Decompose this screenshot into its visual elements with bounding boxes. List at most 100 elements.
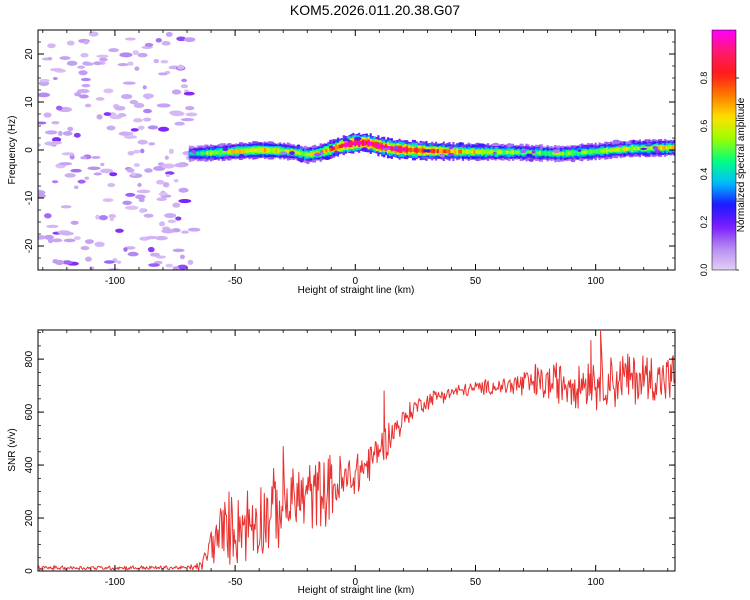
spectrogram-band-cell bbox=[631, 147, 634, 151]
spectrogram-noise-cell bbox=[60, 205, 72, 209]
spectrogram-band-cell bbox=[488, 150, 492, 154]
spectrogram-band-fringe bbox=[219, 143, 224, 147]
spectrogram-noise-cell bbox=[185, 106, 195, 111]
spectrogram-band-cell bbox=[317, 151, 320, 155]
spectrogram-band-cell bbox=[263, 148, 267, 153]
spectrogram-band-cell bbox=[448, 149, 451, 154]
spectrogram-noise-cell bbox=[153, 58, 159, 64]
spectrogram-band-cell bbox=[415, 148, 418, 153]
snr-y-ticks: 0 200 400 600 800 bbox=[24, 332, 675, 574]
spectrogram-band-cell bbox=[667, 146, 670, 150]
spectrogram-band-cell bbox=[473, 150, 476, 154]
spectrogram-band-cell bbox=[200, 151, 203, 155]
spectrogram-band-cell bbox=[367, 140, 370, 146]
snr-y-label: SNR (v/v) bbox=[7, 428, 18, 471]
spectrogram-band-cell bbox=[579, 150, 582, 155]
spectrogram-noise-cell bbox=[175, 216, 182, 221]
spectrogram-noise-cell bbox=[73, 185, 79, 190]
spectrogram-noise-cell bbox=[133, 102, 145, 109]
spectrogram-noise-cell bbox=[61, 260, 73, 265]
spectrogram-noise-cell bbox=[157, 126, 170, 132]
spectrogram-band-fringe bbox=[570, 159, 576, 163]
spectrogram-noise-cell bbox=[115, 228, 124, 233]
spectrogram-band-fringe bbox=[644, 153, 650, 157]
colorbar-tick-label: 0.6 bbox=[699, 120, 709, 133]
spectrogram-band-cell bbox=[413, 148, 417, 153]
spectrogram-noise-cell bbox=[165, 31, 173, 37]
spectrogram-band-fringe bbox=[334, 150, 339, 154]
colorbar-tick-label: 0.0 bbox=[699, 264, 709, 277]
spectrogram-band-cell bbox=[536, 151, 540, 155]
spectrogram-band-cell bbox=[371, 142, 374, 147]
spectrogram-band-cell bbox=[550, 151, 553, 156]
spectrogram-band-cell bbox=[471, 150, 474, 154]
spectrogram-band-cell bbox=[240, 149, 243, 154]
spectrogram-noise-cell bbox=[171, 89, 182, 95]
spectrogram-band-cell bbox=[588, 149, 592, 154]
spectrogram-band-cell bbox=[638, 146, 642, 150]
spectrogram-noise-cell bbox=[161, 163, 175, 169]
spectrogram-noise-cell bbox=[158, 221, 166, 227]
spectrogram-band-cell bbox=[234, 149, 238, 154]
spectrogram-band-cell bbox=[261, 148, 265, 153]
spectrogram-noise-cell bbox=[127, 151, 135, 156]
spectrogram-band-cell bbox=[190, 151, 193, 156]
spectrogram-band-fringe bbox=[364, 150, 372, 153]
spectrogram-band-cell bbox=[629, 147, 632, 151]
spectrogram-band-cell bbox=[208, 151, 211, 155]
spectrogram-noise-cell bbox=[134, 66, 140, 71]
spectrogram-band-cell bbox=[506, 150, 509, 155]
spectrogram-band-cell bbox=[375, 143, 378, 148]
spectrogram-noise-cell bbox=[47, 57, 52, 61]
spectrogram-noise-cell bbox=[122, 200, 132, 206]
spectrogram-band-cell bbox=[490, 150, 493, 154]
spectrogram-noise-cell bbox=[44, 130, 58, 135]
spectrogram-band-cell bbox=[648, 146, 651, 150]
spectrogram-band-cell bbox=[608, 148, 611, 152]
spectrogram-x-tick-label: 0 bbox=[353, 276, 359, 287]
spectrogram-band-cell bbox=[296, 151, 299, 155]
spectrogram-band-cell bbox=[575, 151, 578, 155]
spectrogram-band-cell bbox=[665, 146, 668, 150]
spectrogram-band-cell bbox=[500, 150, 503, 154]
spectrogram-band-cell bbox=[590, 150, 593, 154]
spectrogram-band-cell bbox=[283, 149, 286, 153]
spectrogram-band-cell bbox=[373, 142, 376, 147]
spectrogram-noise-cell bbox=[88, 31, 99, 37]
spectrogram-noise-cell bbox=[61, 152, 74, 156]
spectrogram-noise-cell bbox=[52, 76, 58, 81]
spectrogram-x-tick-label: -50 bbox=[228, 276, 243, 287]
spectrogram-band-cell bbox=[567, 151, 570, 156]
spectrogram-band-cell bbox=[354, 140, 357, 145]
spectrogram-noise-cell bbox=[130, 128, 139, 132]
spectrogram-band-cell bbox=[442, 149, 445, 154]
spectrogram-band-cell bbox=[446, 149, 449, 154]
spectrogram-band-cell bbox=[509, 150, 513, 154]
spectrogram-band-cell bbox=[431, 148, 434, 154]
spectrogram-band-cell bbox=[529, 150, 532, 155]
spectrogram-band-cell bbox=[602, 149, 605, 153]
spectrogram-noise-cell bbox=[109, 172, 118, 177]
snr-y-tick-label: 200 bbox=[24, 509, 35, 526]
spectrogram-band-cell bbox=[417, 148, 420, 153]
spectrogram-band-cell bbox=[204, 151, 207, 155]
spectrogram-noise-cell bbox=[180, 84, 189, 89]
spectrogram-band-cell bbox=[256, 148, 259, 153]
spectrogram-band-cell bbox=[621, 147, 624, 152]
spectrogram-band-cell bbox=[309, 152, 313, 156]
spectrogram-band-fringe bbox=[458, 142, 464, 146]
spectrogram-band-cell bbox=[419, 148, 422, 153]
spectrogram-noise-cell bbox=[160, 59, 169, 64]
spectrogram-noise-cell bbox=[126, 168, 135, 173]
spectrogram-noise-cell bbox=[93, 61, 102, 66]
spectrogram-band-cell bbox=[565, 151, 568, 156]
spectrogram-noise-cell bbox=[158, 72, 168, 76]
spectrogram-noise-cell bbox=[51, 137, 62, 143]
spectrogram-noise-cell bbox=[172, 248, 185, 253]
spectrogram-noise-cell bbox=[155, 37, 162, 43]
spectrogram-noise-cell bbox=[82, 62, 95, 66]
spectrogram-band-cell bbox=[329, 147, 332, 152]
spectrogram-band-cell bbox=[298, 151, 301, 156]
spectrogram-noise-cell bbox=[96, 114, 103, 120]
spectrogram-band-cell bbox=[517, 150, 520, 154]
